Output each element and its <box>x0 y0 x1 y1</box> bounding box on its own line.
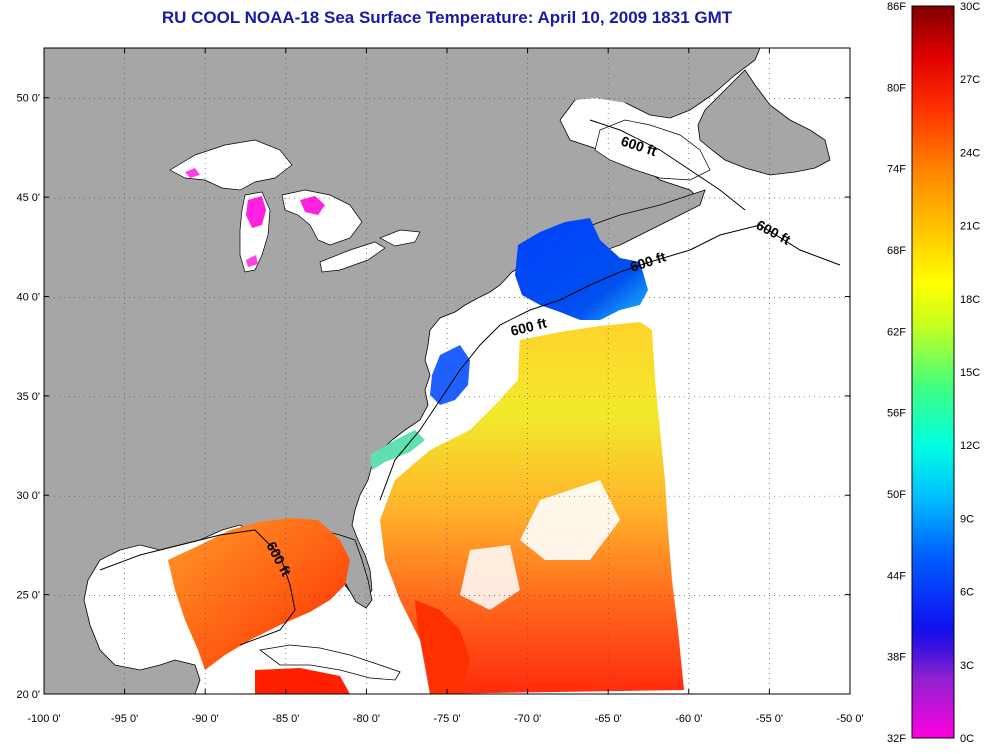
lon-tick-label: -70 0' <box>514 713 541 725</box>
land-newfoundland <box>697 69 831 176</box>
colorbar-c-label: 27C <box>960 74 980 86</box>
gulf-of-maine-sst <box>515 218 648 320</box>
land-quebec-north-shore <box>560 48 720 105</box>
colorbar-f-label: 32F <box>887 733 906 745</box>
land-cuba <box>259 644 401 681</box>
isobath-600ft-gulf <box>99 529 296 646</box>
lake-erie <box>319 241 386 273</box>
lon-tick-label: -75 0' <box>433 713 460 725</box>
colorbar-c-label: 21C <box>960 221 980 233</box>
longitude-axis: -100 0' -95 0' -90 0' -85 0' -80 0' -75 0' -70… <box>27 48 864 725</box>
colorbar-c-label: 30C <box>960 1 980 13</box>
colorbar-f-label: 56F <box>887 408 906 420</box>
gulf-st-lawrence <box>594 119 711 181</box>
lon-tick-label: -100 0' <box>27 713 60 725</box>
colorbar-fahrenheit-labels: 86F 80F 74F 68F 62F 56F 50F 44F 38F 32F <box>887 1 906 745</box>
lon-tick-label: -85 0' <box>272 713 299 725</box>
cloud-mask-2 <box>520 480 620 560</box>
colorbar-c-label: 18C <box>960 294 980 306</box>
lon-tick-label: -55 0' <box>756 713 783 725</box>
cloud-mask-3 <box>460 545 520 610</box>
bahamas-sst <box>415 600 470 694</box>
colorbar-c-label: 0C <box>960 733 974 745</box>
colorbar-c-label: 24C <box>960 147 980 159</box>
colorbar-celsius-labels: 30C 27C 24C 21C 18C 15C 12C 9C 6C 3C 0C <box>960 1 980 745</box>
lake-huron-sst <box>300 196 325 215</box>
mid-atlantic-sst <box>430 345 470 405</box>
colorbar-f-label: 68F <box>887 245 906 257</box>
colorbar-f-label: 80F <box>887 82 906 94</box>
lat-tick-label: 30 0' <box>16 490 40 502</box>
colorbar-c-label: 3C <box>960 660 974 672</box>
lake-superior-sst <box>185 168 200 178</box>
lon-tick-label: -60 0' <box>675 713 702 725</box>
lat-tick-label: 50 0' <box>16 93 40 105</box>
lake-ontario <box>379 229 421 247</box>
colorbar-f-label: 62F <box>887 326 906 338</box>
colorbar-f-label: 86F <box>887 1 906 13</box>
colorbar-c-label: 12C <box>960 440 980 452</box>
colorbar <box>911 5 955 739</box>
caribbean-sst <box>255 668 350 694</box>
lat-tick-label: 25 0' <box>16 590 40 602</box>
colorbar-f-label: 38F <box>887 652 906 664</box>
lon-tick-label: -95 0' <box>111 713 138 725</box>
lon-tick-label: -80 0' <box>353 713 380 725</box>
lake-michigan-sst <box>246 196 266 228</box>
lat-tick-label: 40 0' <box>16 291 40 303</box>
lake-superior <box>169 139 293 191</box>
lon-tick-label: -50 0' <box>836 713 863 725</box>
lat-tick-label: 45 0' <box>16 192 40 204</box>
isobath-600ft-stlawrence <box>589 119 746 211</box>
lake-michigan-south-sst <box>246 255 258 267</box>
lat-tick-label: 35 0' <box>16 391 40 403</box>
atlantic-sst-swath <box>380 322 684 694</box>
colorbar-f-label: 50F <box>887 489 906 501</box>
isobath-600ft <box>379 224 841 501</box>
map-title: RU COOL NOAA-18 Sea Surface Temperature:… <box>161 8 733 27</box>
colorbar-c-label: 15C <box>960 367 980 379</box>
lat-tick-label: 20 0' <box>16 689 40 701</box>
lon-tick-label: -65 0' <box>595 713 622 725</box>
gulf-of-mexico-sst <box>168 518 350 670</box>
latitude-axis: 20 0' 25 0' 30 0' 35 0' 40 0' 45 0' 50 0' <box>16 93 850 701</box>
colorbar-f-label: 44F <box>887 570 906 582</box>
colorbar-f-label: 74F <box>887 164 906 176</box>
colorbar-c-label: 6C <box>960 587 974 599</box>
colorbar-c-label: 9C <box>960 513 974 525</box>
lon-tick-label: -90 0' <box>192 713 219 725</box>
